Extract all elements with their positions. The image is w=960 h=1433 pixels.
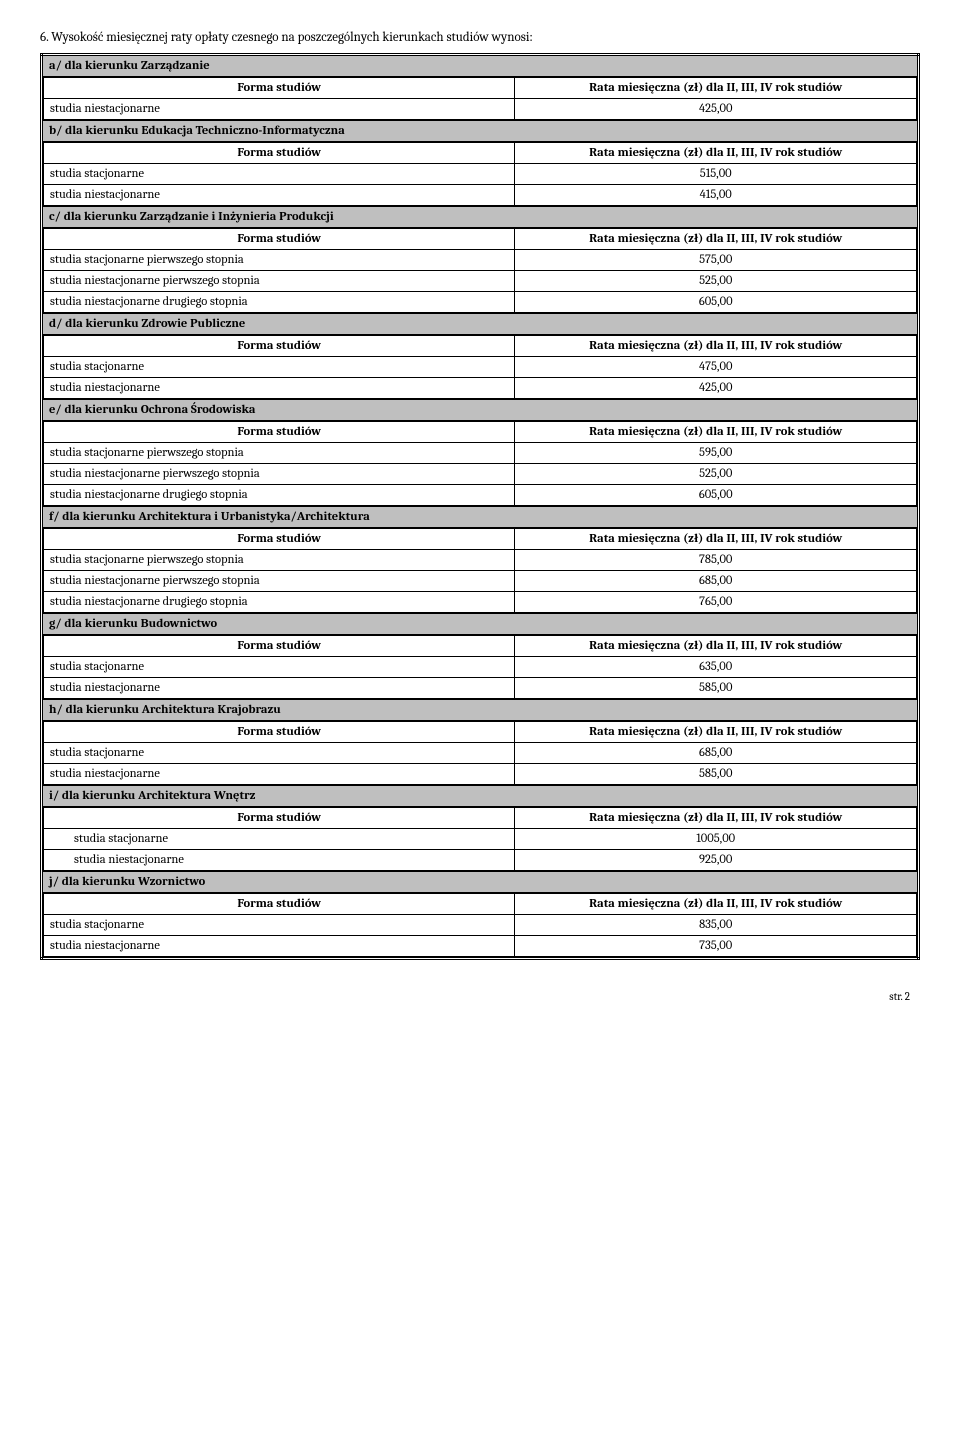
col-rata: Rata miesięczna (zł) dla II, III, IV rok… xyxy=(515,143,917,164)
col-rata: Rata miesięczna (zł) dla II, III, IV rok… xyxy=(515,808,917,829)
col-forma: Forma studiów xyxy=(44,229,515,250)
section-d-table: Forma studiówRata miesięczna (zł) dla II… xyxy=(43,335,917,399)
table-row: studia niestacjonarne drugiego stopnia xyxy=(44,485,515,506)
col-rata: Rata miesięczna (zł) dla II, III, IV rok… xyxy=(515,336,917,357)
table-row: 425,00 xyxy=(515,378,917,399)
table-row: studia niestacjonarne drugiego stopnia xyxy=(44,592,515,613)
table-row: 415,00 xyxy=(515,185,917,206)
table-row: studia niestacjonarne drugiego stopnia xyxy=(44,292,515,313)
table-row: studia stacjonarne xyxy=(44,829,515,850)
table-row: studia stacjonarne pierwszego stopnia xyxy=(44,443,515,464)
section-d-header: d/ dla kierunku Zdrowie Publiczne xyxy=(43,313,917,335)
table-row: 475,00 xyxy=(515,357,917,378)
table-row: 1005,00 xyxy=(515,829,917,850)
col-rata: Rata miesięczna (zł) dla II, III, IV rok… xyxy=(515,722,917,743)
intro-number: 6. xyxy=(40,30,48,45)
table-row: 785,00 xyxy=(515,550,917,571)
section-h-header: h/ dla kierunku Architektura Krajobrazu xyxy=(43,699,917,721)
table-row: 685,00 xyxy=(515,571,917,592)
table-row: 585,00 xyxy=(515,678,917,699)
section-j-header: j/ dla kierunku Wzornictwo xyxy=(43,871,917,893)
col-forma: Forma studiów xyxy=(44,529,515,550)
section-a-header: a/ dla kierunku Zarządzanie xyxy=(43,56,917,77)
table-row: 685,00 xyxy=(515,743,917,764)
intro-line: 6. Wysokość miesięcznej raty opłaty czes… xyxy=(40,30,920,45)
section-j-table: Forma studiówRata miesięczna (zł) dla II… xyxy=(43,893,917,957)
section-c-table: Forma studiówRata miesięczna (zł) dla II… xyxy=(43,228,917,313)
table-row: 525,00 xyxy=(515,271,917,292)
table-row: studia niestacjonarne pierwszego stopnia xyxy=(44,271,515,292)
section-i-header: i/ dla kierunku Architektura Wnętrz xyxy=(43,785,917,807)
table-row: studia niestacjonarne xyxy=(44,678,515,699)
table-row: 635,00 xyxy=(515,657,917,678)
table-row: studia stacjonarne xyxy=(44,164,515,185)
table-row: 835,00 xyxy=(515,915,917,936)
section-g-header: g/ dla kierunku Budownictwo xyxy=(43,613,917,635)
table-row: studia stacjonarne pierwszego stopnia xyxy=(44,250,515,271)
table-row: 595,00 xyxy=(515,443,917,464)
section-f-header: f/ dla kierunku Architektura i Urbanisty… xyxy=(43,506,917,528)
table-row: studia niestacjonarne xyxy=(44,99,515,120)
col-forma: Forma studiów xyxy=(44,78,515,99)
col-forma: Forma studiów xyxy=(44,808,515,829)
col-forma: Forma studiów xyxy=(44,722,515,743)
section-c-header: c/ dla kierunku Zarządzanie i Inżynieria… xyxy=(43,206,917,228)
col-rata: Rata miesięczna (zł) dla II, III, IV rok… xyxy=(515,529,917,550)
table-row: studia niestacjonarne xyxy=(44,764,515,785)
section-e-table: Forma studiówRata miesięczna (zł) dla II… xyxy=(43,421,917,506)
table-row: studia niestacjonarne xyxy=(44,185,515,206)
table-row: 425,00 xyxy=(515,99,917,120)
table-row: 605,00 xyxy=(515,292,917,313)
table-row: studia niestacjonarne xyxy=(44,378,515,399)
section-b-table: Forma studiówRata miesięczna (zł) dla II… xyxy=(43,142,917,206)
table-row: studia stacjonarne xyxy=(44,657,515,678)
section-g-table: Forma studiówRata miesięczna (zł) dla II… xyxy=(43,635,917,699)
table-row: studia niestacjonarne xyxy=(44,850,515,871)
col-forma: Forma studiów xyxy=(44,894,515,915)
table-row: studia niestacjonarne pierwszego stopnia xyxy=(44,464,515,485)
table-row: 735,00 xyxy=(515,936,917,957)
col-forma: Forma studiów xyxy=(44,636,515,657)
col-rata: Rata miesięczna (zł) dla II, III, IV rok… xyxy=(515,229,917,250)
table-row: 925,00 xyxy=(515,850,917,871)
table-row: studia stacjonarne xyxy=(44,743,515,764)
table-row: studia stacjonarne xyxy=(44,915,515,936)
col-forma: Forma studiów xyxy=(44,143,515,164)
col-rata: Rata miesięczna (zł) dla II, III, IV rok… xyxy=(515,636,917,657)
table-row: 575,00 xyxy=(515,250,917,271)
section-f-table: Forma studiówRata miesięczna (zł) dla II… xyxy=(43,528,917,613)
section-b-header: b/ dla kierunku Edukacja Techniczno-Info… xyxy=(43,120,917,142)
page-footer: str. 2 xyxy=(40,990,920,1003)
col-forma: Forma studiów xyxy=(44,336,515,357)
section-a-table: Forma studiówRata miesięczna (zł) dla II… xyxy=(43,77,917,120)
col-rata: Rata miesięczna (zł) dla II, III, IV rok… xyxy=(515,422,917,443)
intro-text: Wysokość miesięcznej raty opłaty czesneg… xyxy=(51,30,533,45)
table-row: 525,00 xyxy=(515,464,917,485)
table-row: studia stacjonarne pierwszego stopnia xyxy=(44,550,515,571)
table-row: 765,00 xyxy=(515,592,917,613)
section-h-table: Forma studiówRata miesięczna (zł) dla II… xyxy=(43,721,917,785)
col-rata: Rata miesięczna (zł) dla II, III, IV rok… xyxy=(515,78,917,99)
table-row: 585,00 xyxy=(515,764,917,785)
section-i-table: Forma studiówRata miesięczna (zł) dla II… xyxy=(43,807,917,871)
table-row: 605,00 xyxy=(515,485,917,506)
table-row: studia niestacjonarne xyxy=(44,936,515,957)
section-e-header: e/ dla kierunku Ochrona Środowiska xyxy=(43,399,917,421)
col-forma: Forma studiów xyxy=(44,422,515,443)
tuition-table: a/ dla kierunku Zarządzanie Forma studió… xyxy=(40,53,920,960)
table-row: 515,00 xyxy=(515,164,917,185)
col-rata: Rata miesięczna (zł) dla II, III, IV rok… xyxy=(515,894,917,915)
table-row: studia niestacjonarne pierwszego stopnia xyxy=(44,571,515,592)
table-row: studia stacjonarne xyxy=(44,357,515,378)
